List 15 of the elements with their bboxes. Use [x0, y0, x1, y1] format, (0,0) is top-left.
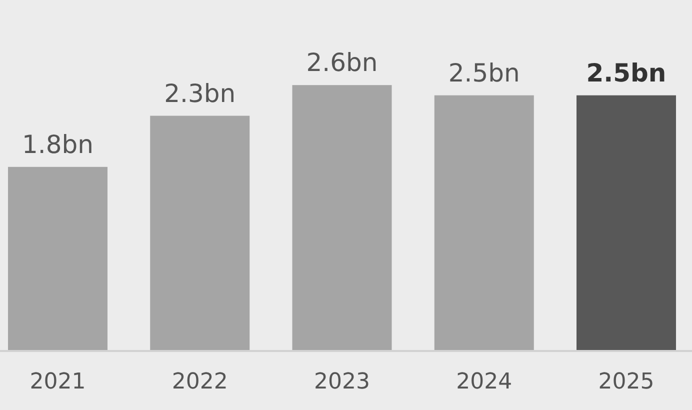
x-tick-label: 2022 — [172, 370, 228, 395]
data-label: 2.5bn — [448, 58, 520, 88]
bar — [434, 95, 534, 351]
bar — [150, 116, 250, 351]
x-tick-label: 2021 — [30, 370, 86, 395]
data-label: 1.8bn — [22, 130, 94, 159]
data-label: 2.3bn — [164, 78, 236, 108]
bar — [292, 85, 392, 351]
x-tick-label: 2023 — [314, 370, 370, 395]
x-tick-label: 2024 — [456, 370, 512, 395]
x-tick-label: 2025 — [598, 370, 654, 395]
data-label: 2.6bn — [306, 48, 378, 78]
bar — [576, 95, 676, 351]
bar — [8, 166, 108, 351]
data-label: 2.5bn — [586, 58, 666, 88]
